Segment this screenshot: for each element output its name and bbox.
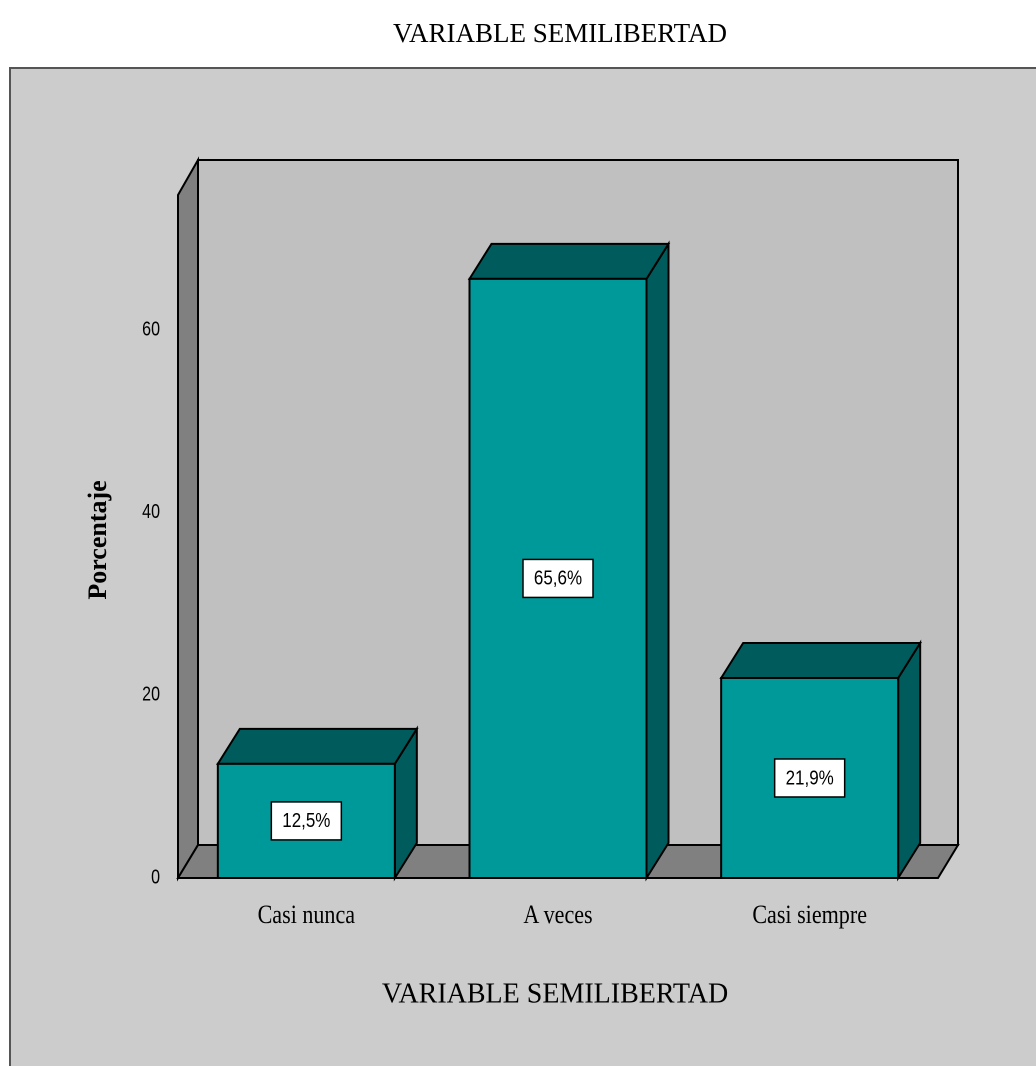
x-tick-label: Casi siempre (752, 901, 867, 929)
y-tick-label: 40 (142, 500, 160, 522)
value-label: 21,9% (786, 766, 834, 789)
chart-title: VARIABLE SEMILIBERTAD (393, 18, 727, 48)
value-label-box (270, 801, 343, 841)
y-tick-label: 60 (142, 318, 160, 340)
side-wall (177, 156, 199, 882)
bar-top (719, 641, 922, 679)
bar-top (216, 727, 419, 765)
value-label-box (522, 558, 594, 599)
y-axis-title: Porcentaje (83, 480, 112, 599)
y-tick-label: 20 (142, 683, 160, 705)
bar-side (645, 240, 670, 882)
x-axis-title: VARIABLE SEMILIBERTAD (382, 978, 728, 1009)
value-label-box (773, 758, 846, 798)
bar-top (467, 242, 671, 280)
bar-side (897, 639, 922, 882)
x-tick-label: Casi nunca (258, 901, 356, 929)
value-label: 65,6% (534, 566, 582, 589)
value-label: 12,5% (282, 809, 330, 832)
y-tick-label: 0 (151, 866, 160, 888)
x-tick-label: A veces (523, 901, 592, 929)
